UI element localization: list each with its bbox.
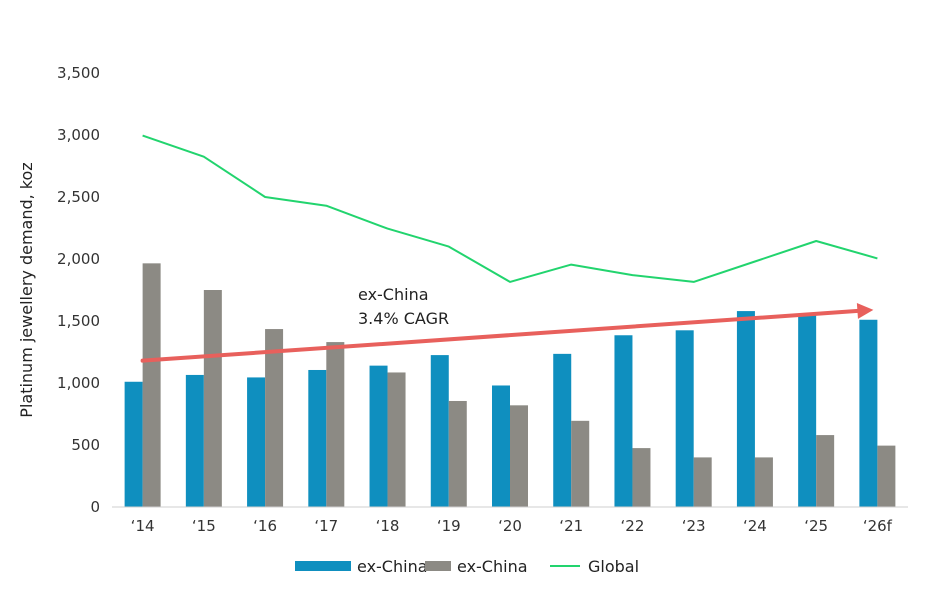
- legend-swatch-series1: [295, 561, 351, 571]
- bar-ex-china-2: [571, 420, 590, 507]
- x-tick-label: ‘24: [743, 517, 767, 535]
- x-tick-label: ‘22: [621, 517, 645, 535]
- bar-ex-china-2: [510, 405, 528, 507]
- legend-swatch-series2: [425, 561, 451, 571]
- x-tick-label: ‘26f: [863, 517, 893, 535]
- x-tick-label: ‘14: [131, 517, 155, 535]
- bars: [124, 263, 896, 507]
- bar-ex-china-2: [754, 457, 773, 507]
- bar-ex-china-1: [308, 369, 327, 507]
- bar-ex-china-1: [247, 377, 266, 507]
- bar-ex-china-1: [859, 319, 878, 507]
- legend-label-series1: ex-China: [357, 557, 428, 576]
- trend-arrow: [140, 302, 874, 363]
- x-axis: ‘14 ‘15 ‘16 ‘17 ‘18 ‘19 ‘20 ‘21 ‘22 ‘23 ‘24 ‘25 ‘26f: [112, 506, 908, 535]
- y-axis: 0 500 1,000 1,500 2,000 2,500 3,000 3,500: [57, 64, 100, 516]
- legend: ex-China ex-China Global: [295, 557, 639, 576]
- bar-ex-china-1: [675, 330, 694, 507]
- bar-ex-china-1: [798, 313, 817, 507]
- y-tick-label: 0: [90, 498, 100, 516]
- bar-ex-china-2: [142, 263, 161, 507]
- bar-ex-china-2: [816, 435, 835, 507]
- y-tick-label: 2,500: [57, 188, 100, 206]
- bar-ex-china-2: [203, 290, 222, 507]
- bar-ex-china-2: [877, 445, 896, 507]
- bar-ex-china-1: [124, 381, 143, 507]
- bar-ex-china-1: [492, 385, 510, 507]
- x-tick-label: ‘18: [376, 517, 400, 535]
- bar-ex-china-2: [632, 448, 651, 507]
- y-tick-label: 1,000: [57, 374, 100, 392]
- x-tick-label: ‘17: [314, 517, 338, 535]
- x-tick-label: ‘19: [437, 517, 461, 535]
- x-tick-label: ‘15: [192, 517, 216, 535]
- bar-ex-china-1: [430, 355, 449, 507]
- x-tick-label: ‘16: [253, 517, 277, 535]
- bar-ex-china-2: [326, 342, 345, 507]
- trend-annotation-line2: 3.4% CAGR: [358, 309, 449, 328]
- y-tick-label: 500: [71, 436, 100, 454]
- y-tick-label: 3,000: [57, 126, 100, 144]
- bar-ex-china-1: [185, 374, 204, 507]
- y-tick-label: 1,500: [57, 312, 100, 330]
- bar-ex-china-1: [553, 353, 572, 507]
- bar-ex-china-1: [369, 365, 388, 507]
- bar-ex-china-1: [614, 335, 633, 507]
- x-tick-label: ‘23: [682, 517, 706, 535]
- x-tick-label: ‘20: [498, 517, 522, 535]
- bar-ex-china-2: [448, 400, 467, 507]
- bar-ex-china-2: [387, 372, 406, 507]
- global-series-line: [142, 134, 878, 283]
- y-tick-label: 2,000: [57, 250, 100, 268]
- global-line: [142, 134, 878, 283]
- y-axis-title: Platinum jewellery demand, koz: [17, 162, 36, 417]
- x-tick-label: ‘21: [559, 517, 583, 535]
- bar-ex-china-2: [693, 457, 712, 507]
- legend-label-global: Global: [588, 557, 639, 576]
- legend-label-series2: ex-China: [457, 557, 528, 576]
- trend-annotation-line1: ex-China: [358, 285, 429, 304]
- y-tick-label: 3,500: [57, 64, 100, 82]
- bar-ex-china-2: [265, 329, 284, 507]
- bar-ex-china-1: [736, 311, 755, 507]
- trend-arrow-shaft: [140, 308, 866, 363]
- trend-arrow-head: [856, 302, 874, 319]
- x-tick-label: ‘25: [804, 517, 828, 535]
